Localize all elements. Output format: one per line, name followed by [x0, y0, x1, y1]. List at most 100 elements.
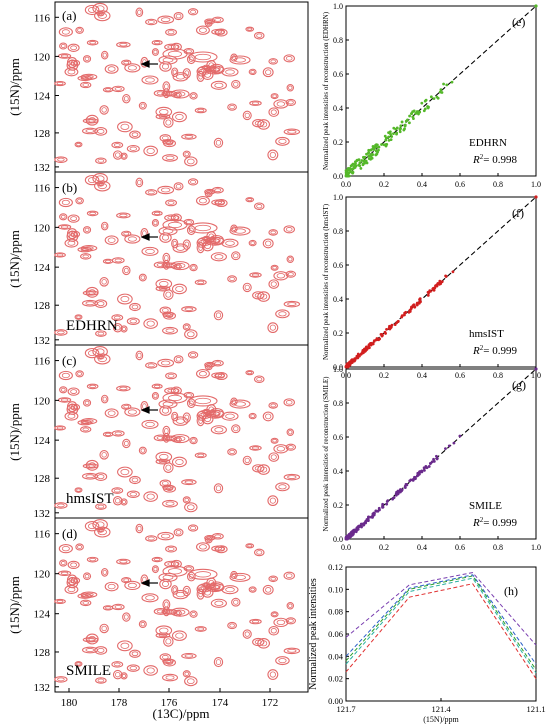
spectrum-peak [286, 428, 295, 436]
scatter-method-label: SMILE [469, 500, 502, 512]
scatter-point [381, 505, 385, 509]
spectrum-peak [248, 68, 257, 76]
spectrum-y-tick-label: 116 [34, 183, 51, 195]
spectrum-peak [58, 27, 73, 37]
scatter-point [377, 145, 381, 149]
scatter-point [427, 291, 430, 295]
scatter-point [364, 349, 368, 352]
spectrum-peak [186, 571, 196, 582]
scatter-point [380, 333, 384, 337]
scatter-point [346, 167, 350, 170]
spectrum-peak [204, 536, 213, 544]
spectrum-peak [227, 621, 237, 630]
spectrum-peak [186, 54, 196, 65]
spectrum-peak [248, 412, 257, 420]
spectrum-peak [126, 144, 140, 153]
spectrum-peak [82, 55, 92, 63]
scatter-point [400, 488, 404, 492]
scatter-x-tick-label: 0.4 [417, 543, 427, 552]
scatter-point [408, 114, 411, 118]
spectrum-peak [111, 661, 124, 668]
scatter-panel-f: 0.0 0.2 0.4 0.6 0.8 1.00.00.20.40.60.81.0(f)h… [322, 193, 541, 380]
spectrum-peak [184, 676, 198, 687]
spectrum-peak [253, 548, 265, 557]
spectrum-peak [153, 608, 168, 615]
spectrum-peak [126, 317, 140, 326]
spectrum-peak [135, 350, 144, 361]
spectrum-peak [184, 156, 198, 167]
spectrum-peak [80, 81, 92, 89]
spectrum-peak [143, 145, 158, 157]
scatter-point [345, 365, 348, 369]
spectrum-peak [189, 610, 198, 618]
scatter-point [413, 475, 417, 479]
scatter-point [389, 132, 392, 136]
spectrum-peak [229, 572, 251, 582]
spectrum-peak [245, 197, 255, 203]
scatter-point [382, 143, 386, 147]
scatter-point [389, 138, 393, 142]
spectrum-peak [95, 157, 107, 165]
scatter-y-tick-label: 0.2 [333, 501, 343, 510]
spectrum-peak [187, 8, 199, 16]
scatter-point [367, 157, 371, 161]
scatter-y-tick-label: 0.8 [333, 399, 343, 408]
scatter-point [358, 164, 362, 168]
line-y-tick-label: 0.06 [328, 629, 343, 639]
scatter-point [372, 148, 376, 151]
scatter-x-tick-label: 0.4 [417, 371, 427, 380]
spectrum-peak [172, 72, 189, 82]
spectrum-peak [182, 496, 191, 504]
line-y-tick-label: 0.08 [328, 607, 343, 617]
scatter-frame [345, 368, 537, 540]
spectrum-peak [249, 618, 262, 625]
scatter-y-tick-label: 0.0 [333, 172, 343, 181]
spectrum-y-tick-label: 132 [34, 335, 51, 347]
spectrum-peak [188, 395, 218, 407]
spectrum-peak [117, 293, 133, 305]
spectrum-peak [285, 617, 297, 625]
spectrum-peak [96, 527, 105, 533]
scatter-x-tick-label: 0.2 [379, 180, 389, 189]
spectrum-peak [153, 261, 168, 269]
spectrum-peak [129, 475, 141, 485]
spectrum-peak [257, 637, 271, 649]
scatter-x-tick-label: 0.6 [455, 180, 465, 189]
spectrum-peaks-a [54, 2, 301, 167]
spectrum-peak [195, 542, 210, 552]
spectrum-peak [267, 322, 279, 334]
spectrum-peak [162, 484, 174, 491]
line-panel-h: 0.00 0.02 0.04 0.06 0.08 0.10 0.12 121.7 121.4 12… [308, 562, 546, 724]
spectrum-peak [189, 263, 198, 272]
spectrum-peak [66, 574, 78, 586]
spectrum-peak [275, 309, 290, 319]
spectrum-peak [283, 128, 301, 136]
spectrum-peak [138, 446, 147, 455]
scatter-point [345, 537, 349, 541]
spectrum-peak [262, 411, 274, 422]
line-y-tick-label: 0.04 [328, 651, 344, 661]
spectrum-peak [84, 521, 100, 532]
scatter-point [345, 171, 349, 175]
spectrum-peak [94, 472, 108, 481]
panel-tag: (f) [512, 206, 524, 220]
scatter-point [399, 490, 402, 494]
spectrum-peak [221, 585, 239, 595]
spectrum-peak [231, 79, 241, 89]
scatter-point [365, 347, 369, 350]
spectrum-peak [210, 80, 227, 90]
spectrum-peak [162, 139, 174, 145]
spectrum-peak [117, 640, 133, 652]
spectrum-peak [124, 234, 141, 244]
spectrum-peak [82, 399, 92, 407]
scatter-point [442, 82, 445, 86]
spectrum-peak [138, 273, 147, 282]
scatter-point [392, 496, 396, 500]
spectrum-peak [141, 75, 159, 85]
spectrum-peak [77, 246, 93, 253]
scatter-point [396, 489, 400, 493]
scatter-point [361, 163, 365, 167]
scatter-point [353, 164, 357, 168]
spectrum-peak [57, 397, 72, 403]
spectrum-peak [158, 226, 178, 236]
